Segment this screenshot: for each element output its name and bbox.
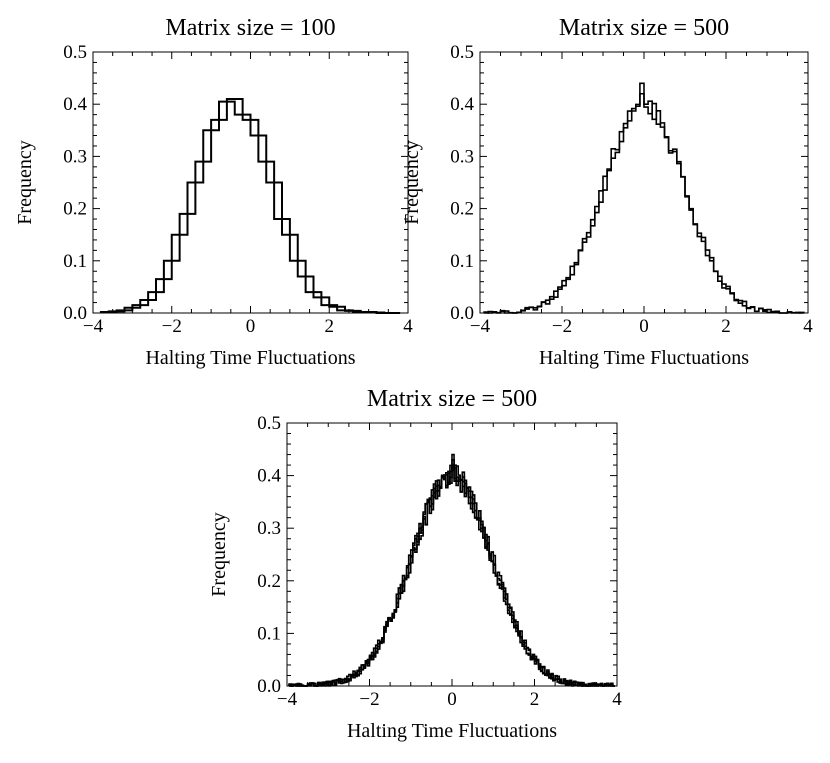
y-tick-label: 0.1	[63, 251, 87, 272]
x-tick-label: −4	[83, 316, 104, 337]
x-axis-label: Halting Time Fluctuations	[145, 347, 355, 369]
x-tick-label: −4	[277, 689, 298, 710]
histogram-series-3	[289, 464, 615, 687]
y-tick-label: 0.0	[257, 676, 281, 697]
histogram-series-2	[289, 459, 615, 687]
x-tick-label: 0	[246, 316, 256, 337]
series-group	[483, 82, 805, 314]
y-axis-label: Frequency	[14, 140, 36, 224]
x-axis-label: Halting Time Fluctuations	[347, 720, 557, 742]
histogram-series-2	[484, 92, 804, 314]
y-tick-label: 0.5	[450, 42, 474, 63]
y-tick-label: 0.3	[257, 518, 281, 539]
series-group	[288, 453, 615, 687]
histogram-series-4	[288, 464, 615, 687]
chart-panel-1: Matrix size = 100 −4 −2 0 2 4 0.0 0.1 0.2 0.3 0.4 0…	[14, 15, 413, 369]
y-axis-label: Frequency	[210, 512, 230, 596]
x-tick-label: −2	[359, 689, 379, 710]
y-tick-label: 0.5	[63, 42, 87, 63]
y-tick-label: 0.2	[257, 571, 281, 592]
histogram-series-1	[483, 82, 805, 314]
y-tick-label: 0.5	[257, 413, 281, 434]
x-tick-label: 2	[721, 316, 731, 337]
x-tick-label: −4	[470, 316, 491, 337]
plot-frame	[92, 51, 409, 314]
y-tick-label: 0.1	[450, 251, 474, 272]
y-tick-label: 0.4	[257, 466, 281, 487]
series-group	[99, 97, 401, 314]
x-tick-label: 4	[612, 689, 622, 710]
x-tick-label: 2	[325, 316, 335, 337]
chart-title: Matrix size = 500	[367, 386, 537, 412]
y-tick-label: 0.1	[257, 623, 281, 644]
chart-panel-3: Matrix size = 500 −4 −2 0 2 4 0.0 0.1 0.2 0.3 0.4 0…	[210, 386, 622, 742]
y-tick-label: 0.4	[450, 94, 474, 115]
histogram-series-2	[107, 100, 393, 314]
x-tick-label: −2	[162, 316, 182, 337]
x-tick-label: 0	[447, 689, 457, 710]
y-tick-label: 0.3	[63, 146, 87, 167]
x-tick-label: 4	[403, 316, 413, 337]
chart-panel-2: Matrix size = 500 −4 −2 0 2 4 0.0 0.1 0.2 0.3 0.4 0…	[401, 15, 813, 369]
y-axis-label: Frequency	[401, 140, 423, 224]
chart-title: Matrix size = 500	[559, 15, 729, 41]
x-axis-label: Halting Time Fluctuations	[539, 347, 749, 369]
x-tick-label: 2	[530, 689, 540, 710]
y-tick-label: 0.3	[450, 146, 474, 167]
x-tick-label: 0	[639, 316, 649, 337]
y-tick-label: 0.0	[450, 303, 474, 324]
x-tick-label: 4	[803, 316, 813, 337]
chart-title: Matrix size = 100	[165, 15, 335, 41]
histogram-series-1	[288, 453, 615, 687]
y-tick-label: 0.2	[450, 199, 474, 220]
y-tick-label: 0.2	[63, 199, 87, 220]
x-tick-label: −2	[552, 316, 572, 337]
y-tick-label: 0.4	[63, 94, 87, 115]
y-tick-label: 0.0	[63, 303, 87, 324]
